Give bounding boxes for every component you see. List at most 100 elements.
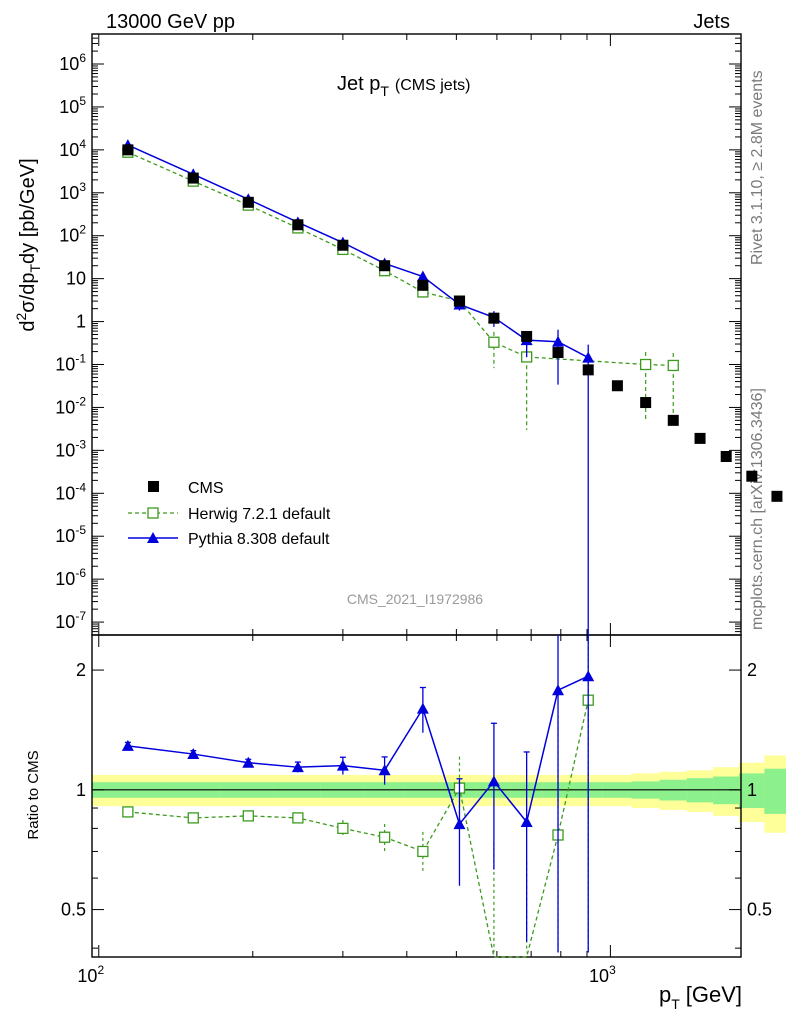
ratio-plot-frame: [91, 634, 742, 958]
y-tick-label-exponent: -2: [75, 394, 86, 408]
ratio-y-tick-label-right: 0.5: [747, 900, 772, 920]
side-label-mcplots: mcplots.cern.ch [arXiv:1306.3436]: [749, 388, 766, 630]
cms-point: [187, 172, 199, 184]
y-tick-label: 103: [59, 180, 86, 203]
pythia-ratio-point: [416, 702, 429, 714]
pythia-ratio-point: [336, 759, 349, 771]
y-tick-label-base: 10: [55, 397, 75, 417]
y-tick-label-exponent: 5: [79, 94, 86, 108]
y-tick-label: 10-1: [55, 352, 86, 375]
herwig-ratio-point: [187, 812, 199, 824]
y-tick-label-base: 10: [55, 526, 75, 546]
herwig-line: [127, 151, 674, 367]
y-tick-label-exponent: -7: [75, 609, 86, 623]
y-tick-label: 1: [76, 312, 86, 332]
y-tick-label-exponent: -1: [75, 352, 86, 366]
cms-point: [337, 239, 349, 251]
herwig-ratio-point: [122, 806, 134, 818]
y-tick-label: 10-3: [55, 437, 86, 460]
ratio-y-tick-label-right: 1: [747, 780, 757, 800]
y-tick-label-base: 10: [59, 226, 79, 246]
x-tick-label-exponent: 2: [97, 963, 104, 977]
pythia-ratio-point: [487, 775, 500, 787]
herwig-point: [640, 358, 652, 371]
cms-point: [379, 260, 391, 272]
ratio-y-tick-label-right: 2: [747, 660, 757, 680]
pythia-ratio-point: [291, 761, 304, 773]
pythia-point: [582, 351, 595, 363]
cms-point: [582, 364, 594, 376]
cms-point: [640, 397, 652, 409]
y-tick-label-base: 10: [59, 97, 79, 117]
legend-label-cms: CMS: [188, 480, 224, 497]
legend-marker-cms: [148, 481, 159, 492]
ratio-band-stat-bin: [739, 773, 765, 809]
ratio-y-tick-label: 0.5: [61, 900, 86, 920]
legend-marker-herwig: [147, 507, 159, 519]
y-tick-label: 104: [59, 137, 86, 160]
header-right-label: Jets: [693, 11, 730, 33]
y-tick-label-base: 10: [55, 612, 75, 632]
pythia-ratio-point: [582, 670, 595, 682]
pythia-ratio-point: [453, 818, 466, 830]
pythia-ratio-point: [520, 816, 533, 828]
y-tick-label-exponent: 6: [79, 51, 86, 65]
herwig-ratio-point: [337, 822, 349, 835]
herwig-ratio-point: [242, 810, 254, 822]
cms-point: [242, 196, 254, 208]
y-tick-label-exponent: -5: [75, 523, 86, 537]
legend-label-pythia: Pythia 8.308 default: [188, 531, 330, 548]
pythia-ratio-point: [242, 756, 255, 768]
cms-point: [122, 144, 134, 156]
y-tick-label: 106: [59, 51, 86, 74]
header-left-label: 13000 GeV pp: [106, 11, 235, 33]
y-tick-label-base: 10: [59, 54, 79, 74]
y-tick-label: 10: [66, 269, 86, 289]
y-tick-label-base: 10: [55, 440, 75, 460]
cms-point: [694, 432, 706, 444]
axis-ticks: 102 10310-710-610-510-410-310-210-1110102…: [55, 33, 772, 986]
pythia-ratio-point: [121, 739, 134, 751]
y-tick-label-exponent: -4: [75, 480, 86, 494]
ratio-y-tick-label: 1: [76, 780, 86, 800]
y-tick-label-base: 10: [55, 569, 75, 589]
cms-point: [611, 380, 623, 392]
x-tick-label-exponent: 3: [609, 963, 616, 977]
herwig-point: [667, 359, 679, 372]
legend: CMS Herwig 7.2.1 default Pythia 8.308 de…: [128, 480, 331, 548]
y-tick-label-exponent: 2: [79, 223, 86, 237]
cms-point: [771, 490, 783, 502]
cms-point: [521, 330, 533, 342]
legend-marker-pythia: [147, 532, 159, 543]
pythia-point: [552, 335, 565, 347]
y-tick-label: 10-7: [55, 609, 86, 632]
herwig-ratio-point: [378, 831, 391, 843]
ratio-y-tick-label: 2: [76, 660, 86, 680]
y-tick-label: 102: [59, 223, 86, 246]
herwig-ratio-point: [417, 845, 429, 858]
y-tick-label-base: 10: [55, 355, 75, 375]
y-tick-label: 10-4: [55, 480, 86, 503]
y-tick-label-base: 10: [59, 140, 79, 160]
y-tick-label: 10-6: [55, 566, 86, 589]
pythia-ratio-point: [552, 684, 565, 696]
main-y-axis-label: d2σ/dpTdy [pb/GeV]: [13, 158, 43, 331]
data-series: [121, 139, 783, 958]
x-tick-label: 103: [589, 963, 616, 986]
pythia-ratio-point: [187, 748, 200, 760]
y-tick-label-base: 10: [55, 483, 75, 503]
legend-label-herwig: Herwig 7.2.1 default: [188, 506, 331, 523]
herwig-ratio-point: [292, 812, 304, 824]
cms-point: [720, 450, 732, 462]
side-label-rivet: Rivet 3.1.10, ≥ 2.8M events: [749, 70, 766, 265]
herwig-ratio-line: [127, 700, 589, 958]
cms-point: [292, 219, 304, 231]
y-tick-label-exponent: -6: [75, 566, 86, 580]
ratio-y-axis-label: Ratio to CMS: [25, 750, 42, 839]
y-tick-label: 10-5: [55, 523, 86, 546]
pythia-ratio-line: [127, 675, 589, 826]
y-tick-label-base: 10: [59, 183, 79, 203]
cms-point: [667, 414, 679, 426]
cms-point: [417, 279, 429, 291]
